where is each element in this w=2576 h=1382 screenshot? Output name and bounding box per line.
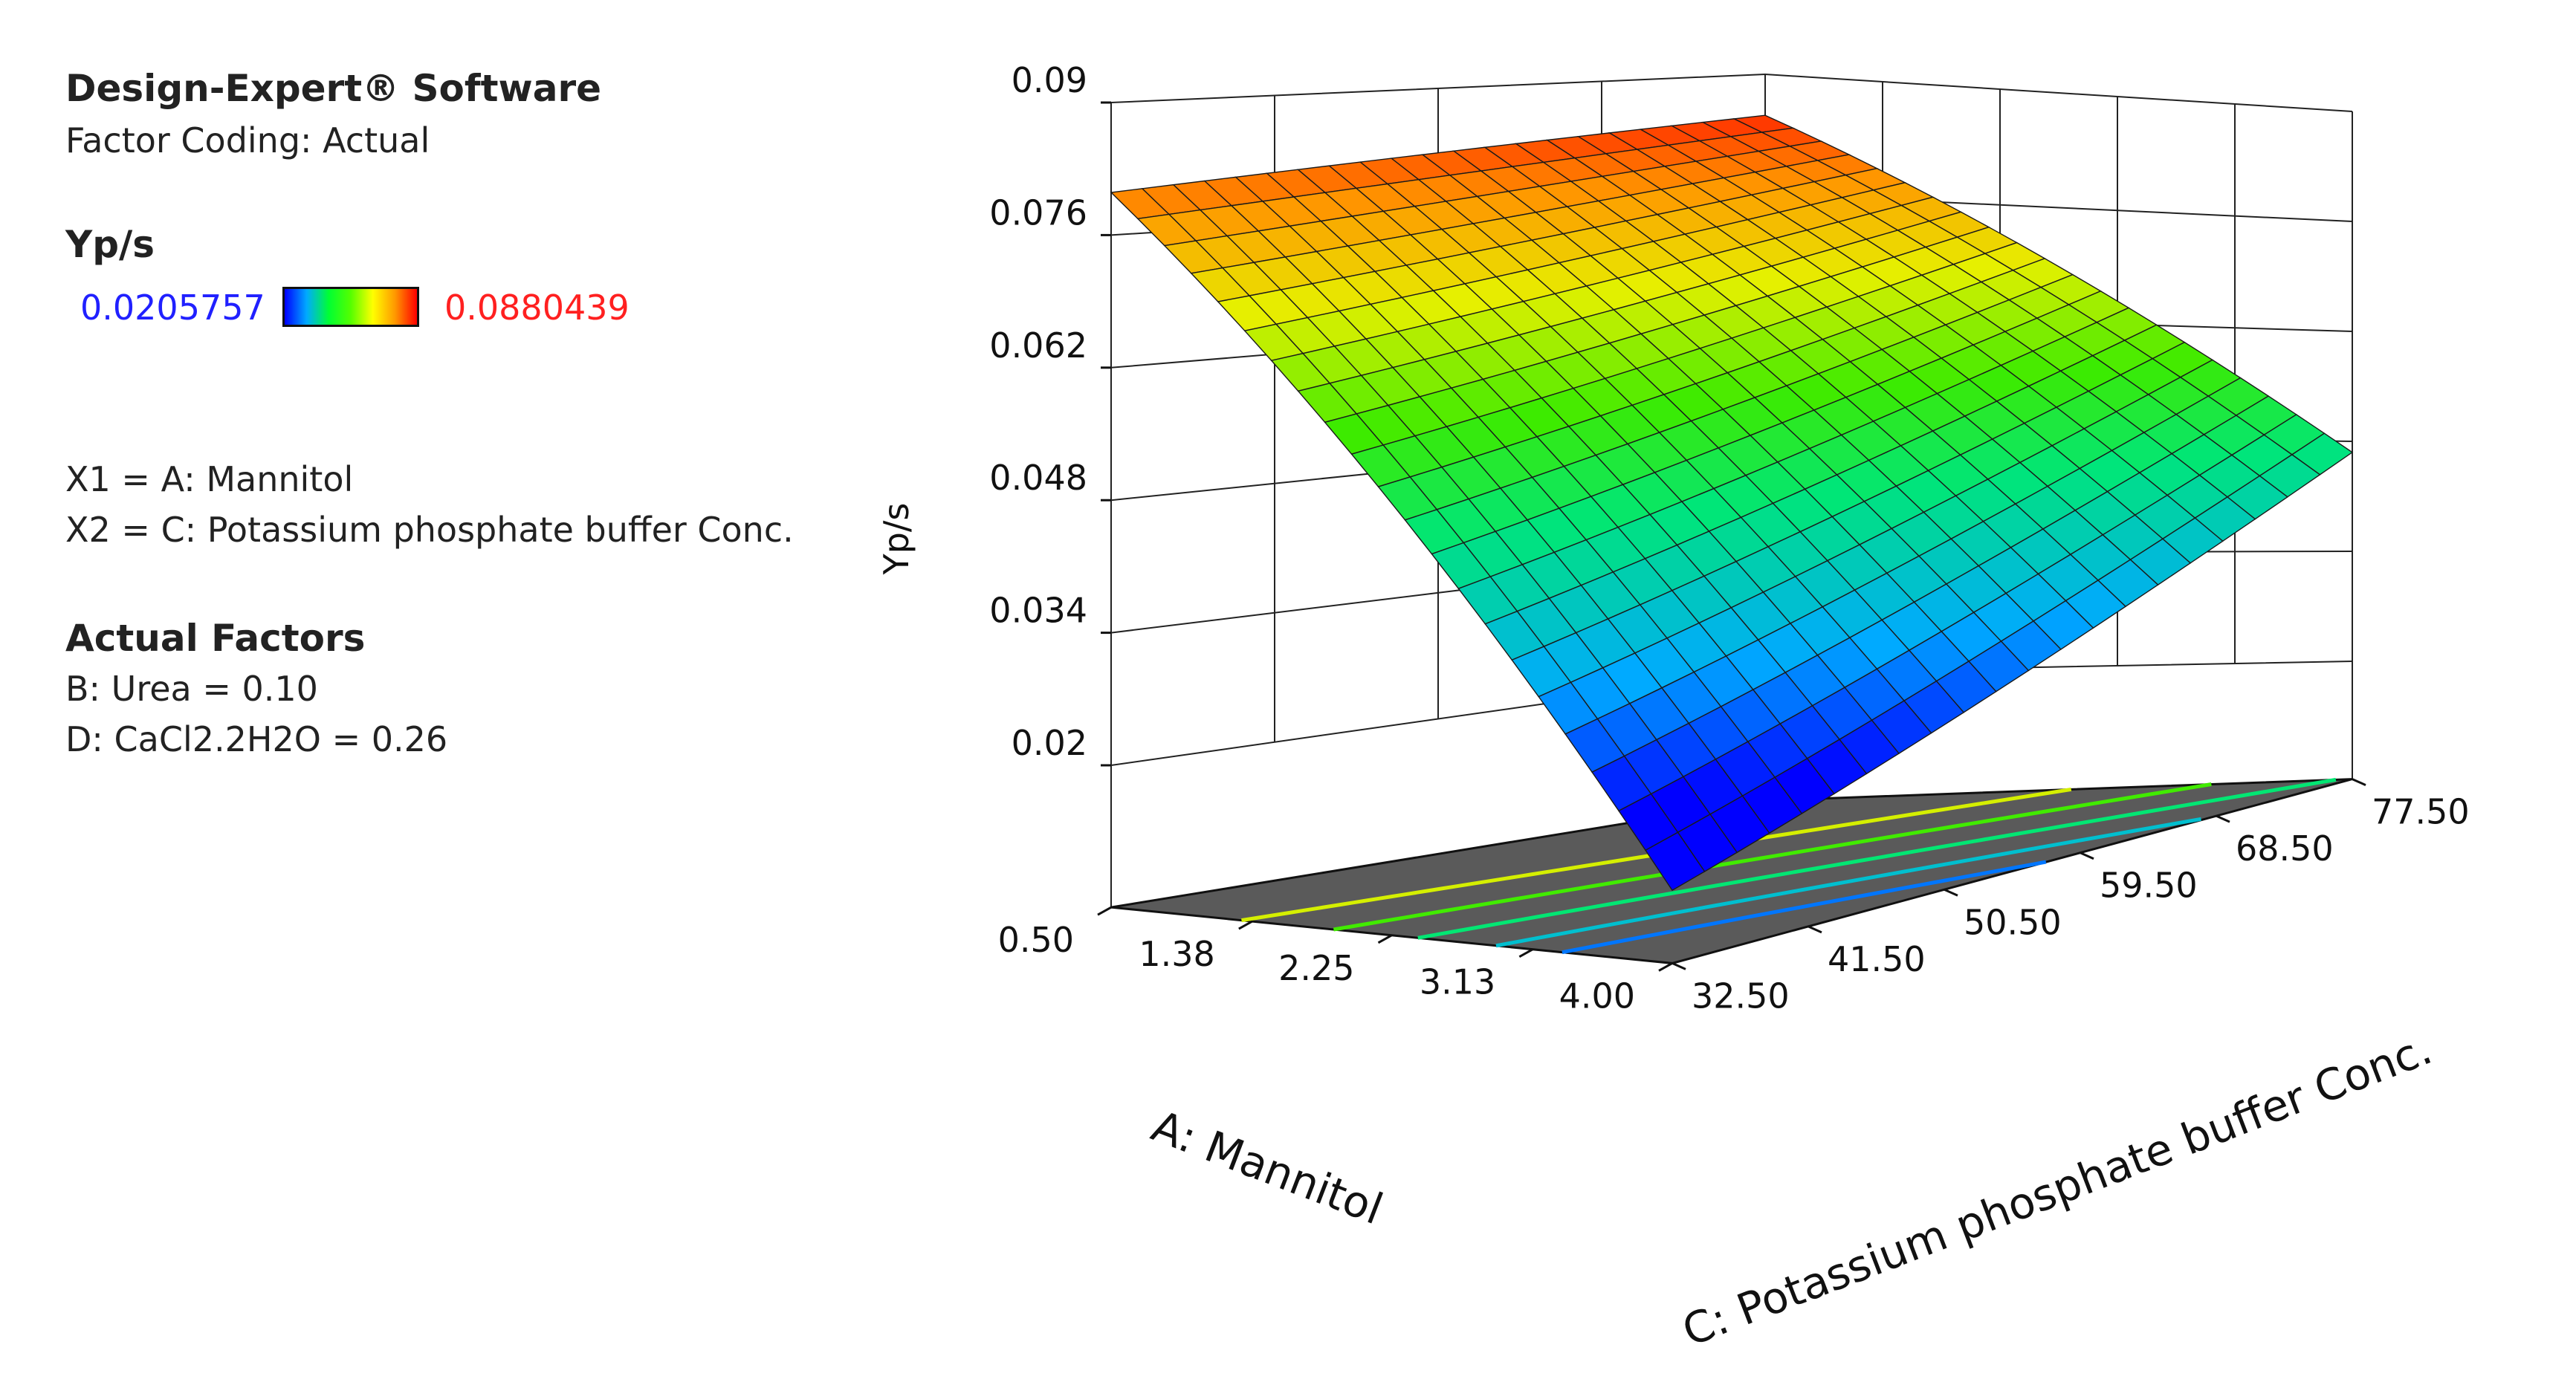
z-tick-label: 0.034 <box>989 591 1087 631</box>
software-title: Design-Expert® Software <box>65 67 602 110</box>
x-axis-title: A: Mannitol <box>1145 1100 1390 1234</box>
x-tick <box>1097 906 1112 916</box>
x-tick <box>1518 948 1534 958</box>
y-tick-label: 77.50 <box>2372 792 2470 832</box>
response-surface <box>1110 114 2354 892</box>
legend-panel: Design-Expert® Software Factor Coding: A… <box>37 37 840 877</box>
y-tick-label: 41.50 <box>1828 939 1926 979</box>
contour-floor <box>1110 777 2353 964</box>
y-tick-label: 68.50 <box>2236 828 2334 869</box>
x-tick-label: 1.38 <box>1139 934 1214 974</box>
y-tick-label: 50.50 <box>1964 902 2062 942</box>
x2-definition: X2 = C: Potassium phosphate buffer Conc. <box>65 510 794 550</box>
color-scale-min: 0.0205757 <box>80 288 265 328</box>
contour-line <box>1241 787 2072 923</box>
x-tick-label: 3.13 <box>1420 962 1495 1002</box>
y-tick <box>2352 778 2366 786</box>
y-tick <box>1808 925 1822 934</box>
z-tick-label: 0.062 <box>989 325 1087 366</box>
surface-cell <box>1645 831 1706 892</box>
y-tick <box>2216 814 2230 823</box>
y-axis-title: C: Potassium phosphate buffer Conc. <box>1676 1023 2439 1356</box>
axis-ticks: 0.02 0.034 0.048 0.062 0.076 0.09 0.50 1.38 2.25… <box>989 60 2469 1016</box>
factor-coding-label: Factor Coding: Actual <box>65 120 430 160</box>
x-tick-label: 4.00 <box>1559 976 1635 1016</box>
y-tick <box>1944 888 1958 897</box>
contour-line <box>1495 817 2201 948</box>
y-tick <box>1672 962 1686 970</box>
contour-line <box>1333 782 2212 932</box>
z-tick-label: 0.076 <box>989 192 1087 233</box>
x-tick-label: 2.25 <box>1278 948 1354 988</box>
y-tick-label: 32.50 <box>1692 976 1790 1016</box>
contour-line <box>1417 777 2337 940</box>
color-scale-bar <box>282 287 419 327</box>
x-tick <box>1658 962 1673 972</box>
x1-definition: X1 = A: Mannitol <box>65 459 354 499</box>
x-tick <box>1377 934 1393 944</box>
z-tick-label: 0.048 <box>989 458 1087 498</box>
actual-factor-d: D: CaCl2.2H2O = 0.26 <box>65 719 448 759</box>
actual-factor-b: B: Urea = 0.10 <box>65 669 318 709</box>
z-axis-title: Yp/s <box>876 503 916 576</box>
contour-line <box>1562 860 2047 955</box>
x-tick <box>1238 920 1253 930</box>
color-scale-max: 0.0880439 <box>444 288 630 328</box>
y-tick-label: 59.50 <box>2100 866 2198 906</box>
response-name: Yp/s <box>65 223 155 266</box>
actual-factors-title: Actual Factors <box>65 617 366 660</box>
y-tick <box>2080 851 2094 860</box>
x-tick-label: 0.50 <box>998 920 1074 960</box>
z-tick-label: 0.09 <box>1012 60 1087 100</box>
z-tick-label: 0.02 <box>1012 723 1087 763</box>
z-gridline <box>1110 73 2353 112</box>
